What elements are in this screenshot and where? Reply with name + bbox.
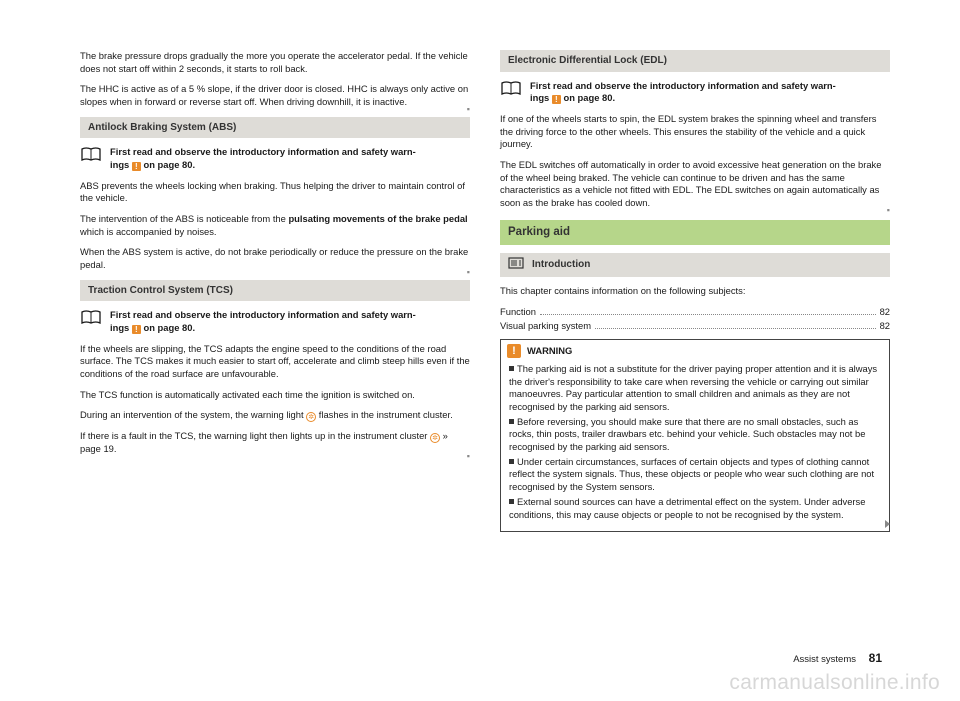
text: ings — [530, 92, 552, 103]
heading-tcs: Traction Control System (TCS) — [80, 280, 470, 302]
text: which is accompanied by noises. — [80, 226, 217, 237]
toc-label: Function — [500, 306, 536, 319]
paragraph: The TCS function is automatically activa… — [80, 389, 470, 402]
text: First read and observe the introductory … — [530, 80, 836, 91]
book-icon — [500, 81, 522, 101]
warning-item: External sound sources can have a detrim… — [509, 496, 881, 521]
text: During an intervention of the system, th… — [80, 409, 306, 420]
read-first-row: First read and observe the introductory … — [500, 80, 890, 105]
read-first-text: First read and observe the introductory … — [110, 146, 416, 171]
toc-leader — [595, 328, 876, 329]
warning-body: The parking aid is not a substitute for … — [501, 361, 889, 531]
section-end-marker: ▪ — [467, 450, 470, 462]
warning-text: The parking aid is not a substitute for … — [509, 363, 877, 412]
warning-item: Under certain circumstances, surfaces of… — [509, 456, 881, 494]
tcs-lamp-icon: ✲ — [430, 433, 440, 443]
text: . — [114, 443, 117, 454]
toc-page: 82 — [880, 320, 890, 333]
warning-box: ! WARNING The parking aid is not a subst… — [500, 339, 890, 532]
paragraph: ABS prevents the wheels locking when bra… — [80, 180, 470, 205]
paragraph: If there is a fault in the TCS, the warn… — [80, 430, 470, 456]
toc-row[interactable]: Function 82 — [500, 306, 890, 319]
tcs-lamp-icon: ✲ — [306, 412, 316, 422]
text: on page 80. — [141, 322, 195, 333]
paragraph: During an intervention of the system, th… — [80, 409, 470, 422]
paragraph: This chapter contains information on the… — [500, 285, 890, 298]
text: on page 80. — [141, 159, 195, 170]
intro-label: Introduction — [532, 258, 590, 272]
warning-item: Before reversing, you should make sure t… — [509, 416, 881, 454]
book-icon — [80, 147, 102, 167]
bullet-icon — [509, 499, 514, 504]
read-first-text: First read and observe the introductory … — [530, 80, 836, 105]
text: on page 80. — [561, 92, 615, 103]
paragraph: When the ABS system is active, do not br… — [80, 246, 470, 271]
book-icon — [80, 310, 102, 330]
paragraph: The HHC is active as of a 5 % slope, if … — [80, 83, 470, 108]
page-body: The brake pressure drops gradually the m… — [0, 0, 960, 562]
text: ings — [110, 322, 132, 333]
heading-edl: Electronic Differential Lock (EDL) — [500, 50, 890, 72]
right-column: Electronic Differential Lock (EDL) First… — [500, 50, 890, 532]
page-number: 81 — [869, 651, 882, 665]
text: The intervention of the ABS is noticeabl… — [80, 213, 288, 224]
warning-label: WARNING — [527, 345, 572, 358]
toc-list: Function 82 Visual parking system 82 — [500, 306, 890, 333]
paragraph: The intervention of the ABS is noticeabl… — [80, 213, 470, 238]
paragraph: The EDL switches off automatically in or… — [500, 159, 890, 210]
text: First read and observe the introductory … — [110, 309, 416, 320]
footer-section: Assist systems — [793, 654, 856, 665]
warning-text: Under certain circumstances, surfaces of… — [509, 456, 874, 492]
warning-icon: ! — [552, 95, 561, 104]
paragraph: If the wheels are slipping, the TCS adap… — [80, 343, 470, 381]
warning-text: Before reversing, you should make sure t… — [509, 416, 865, 452]
read-first-row: First read and observe the introductory … — [80, 146, 470, 171]
bold-text: pulsating movements of the brake pedal — [288, 213, 467, 224]
section-end-marker: ▪ — [467, 103, 470, 115]
heading-abs: Antilock Braking System (ABS) — [80, 117, 470, 139]
paragraph: If one of the wheels starts to spin, the… — [500, 113, 890, 151]
text: flashes in the instru­ment cluster. — [316, 409, 453, 420]
left-column: The brake pressure drops gradually the m… — [80, 50, 470, 532]
warning-item: The parking aid is not a substitute for … — [509, 363, 881, 414]
page-footer: Assist systems 81 — [793, 651, 882, 665]
continued-marker-icon — [885, 520, 890, 528]
paragraph: The brake pressure drops gradually the m… — [80, 50, 470, 75]
text: First read and observe the introductory … — [110, 146, 416, 157]
heading-parking-aid: Parking aid — [500, 220, 890, 246]
read-first-row: First read and observe the introductory … — [80, 309, 470, 334]
toc-page: 82 — [880, 306, 890, 319]
warning-header: ! WARNING — [501, 340, 889, 361]
bullet-icon — [509, 419, 514, 424]
text: If there is a fault in the TCS, the warn… — [80, 430, 430, 441]
warning-text: External sound sources can have a detrim… — [509, 496, 865, 520]
toc-label: Visual parking system — [500, 320, 591, 333]
bullet-icon — [509, 366, 514, 371]
section-end-marker: ▪ — [887, 204, 890, 216]
read-first-text: First read and observe the introductory … — [110, 309, 416, 334]
watermark: carmanualsonline.info — [729, 671, 940, 695]
warning-icon: ! — [132, 325, 141, 334]
toc-icon — [508, 257, 524, 273]
bullet-icon — [509, 459, 514, 464]
intro-heading: Introduction — [500, 253, 890, 277]
toc-leader — [540, 314, 876, 315]
section-end-marker: ▪ — [467, 266, 470, 278]
warning-icon: ! — [132, 162, 141, 171]
warning-badge-icon: ! — [507, 344, 521, 358]
text: ings — [110, 159, 132, 170]
toc-row[interactable]: Visual parking system 82 — [500, 320, 890, 333]
